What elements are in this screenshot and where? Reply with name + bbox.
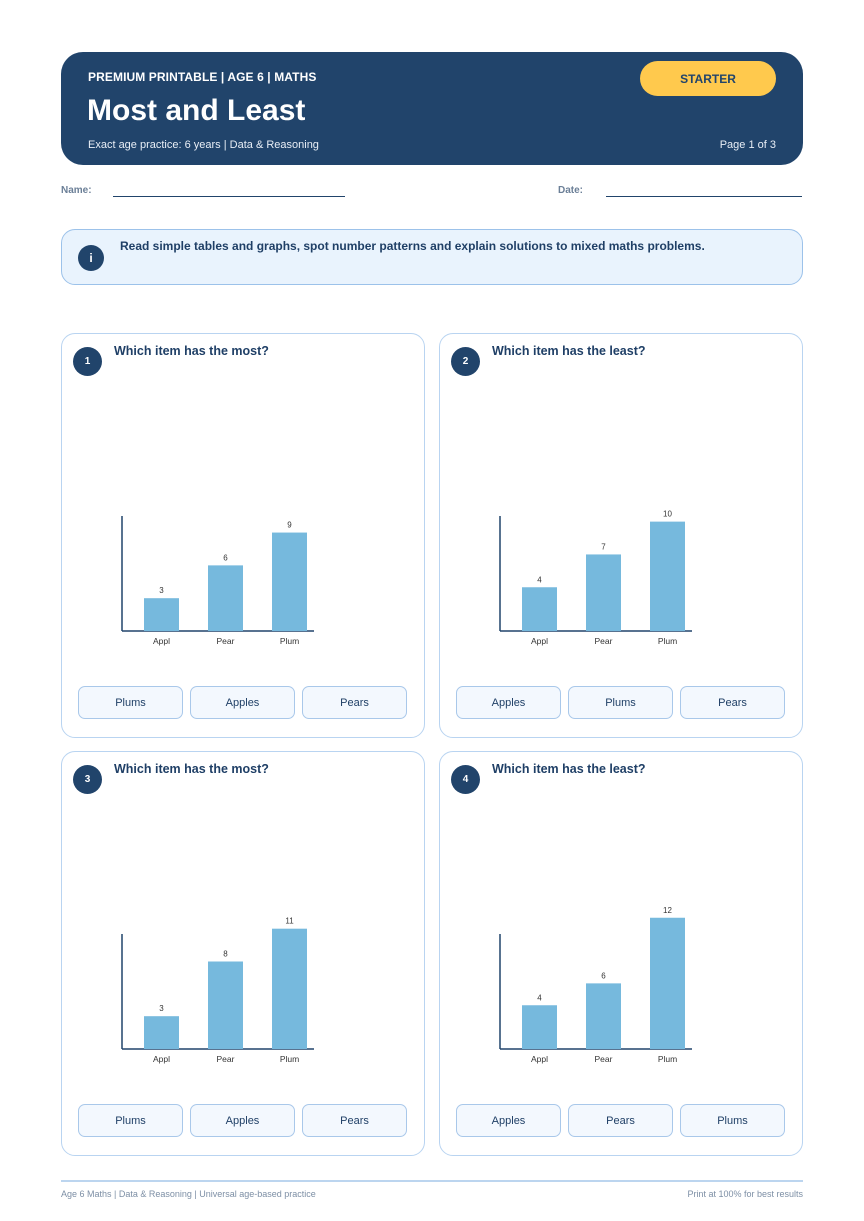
bar-chart: 4 Appl 6 Pear 12 Plum — [499, 906, 692, 1064]
answer-option[interactable]: Pears — [302, 686, 407, 719]
category-label: Plum — [280, 1054, 299, 1064]
name-label: Name: — [61, 185, 92, 196]
instructions-box: i Read simple tables and graphs, spot nu… — [61, 229, 803, 285]
footer-divider — [61, 1180, 803, 1182]
answer-option[interactable]: Plums — [680, 1104, 785, 1137]
question-number: 4 — [451, 765, 480, 794]
page-number: Page 1 of 3 — [719, 139, 776, 151]
question-prompt: Which item has the most? — [114, 344, 269, 358]
date-field-line[interactable] — [606, 196, 802, 197]
data-label: 7 — [601, 542, 606, 551]
header-subtitle: Exact age practice: 6 years | Data & Rea… — [88, 139, 319, 151]
bar — [650, 917, 685, 1049]
answer-option[interactable]: Apples — [190, 686, 295, 719]
data-label: 12 — [663, 906, 672, 915]
answer-option[interactable]: Plums — [568, 686, 673, 719]
question-number: 2 — [451, 347, 480, 376]
data-label: 8 — [223, 950, 228, 959]
answer-option[interactable]: Plums — [78, 686, 183, 719]
data-label: 9 — [287, 521, 292, 530]
question-prompt: Which item has the least? — [492, 344, 646, 358]
question-number: 3 — [73, 765, 102, 794]
bar — [522, 1005, 557, 1049]
category-label: Plum — [658, 636, 677, 646]
bar — [208, 565, 243, 631]
question-card-3: 3 Which item has the most? 3 Appl 8 Pear 11 P… — [61, 751, 425, 1156]
category-label: Pear — [217, 636, 235, 646]
data-label: 4 — [537, 993, 542, 1002]
instructions-text: Read simple tables and graphs, spot numb… — [120, 239, 705, 253]
bar — [272, 928, 307, 1049]
bar — [144, 598, 179, 631]
category-label: Plum — [280, 636, 299, 646]
category-label: Plum — [658, 1054, 677, 1064]
category-label: Pear — [217, 1054, 235, 1064]
answer-option[interactable]: Apples — [456, 1104, 561, 1137]
data-label: 4 — [537, 575, 542, 584]
answer-option[interactable]: Apples — [190, 1104, 295, 1137]
category-label: Appl — [153, 636, 170, 646]
question-prompt: Which item has the most? — [114, 762, 269, 776]
category-label: Pear — [595, 1054, 613, 1064]
question-prompt: Which item has the least? — [492, 762, 646, 776]
bar-chart: 4 Appl 7 Pear 10 Plum — [499, 510, 692, 646]
answer-option[interactable]: Apples — [456, 686, 561, 719]
bar-chart: 3 Appl 6 Pear 9 Plum — [121, 516, 314, 646]
data-label: 3 — [159, 1004, 164, 1013]
data-label: 3 — [159, 586, 164, 595]
footer-right-text: Print at 100% for best results — [687, 1189, 803, 1199]
question-number: 1 — [73, 347, 102, 376]
data-label: 11 — [285, 917, 294, 926]
category-label: Appl — [153, 1054, 170, 1064]
level-badge: STARTER — [640, 61, 776, 96]
data-label: 6 — [601, 971, 606, 980]
answer-option[interactable]: Pears — [568, 1104, 673, 1137]
header-kicker: PREMIUM PRINTABLE | AGE 6 | MATHS — [88, 70, 317, 84]
category-label: Appl — [531, 636, 548, 646]
category-label: Pear — [595, 636, 613, 646]
worksheet-header: PREMIUM PRINTABLE | AGE 6 | MATHS Most a… — [61, 52, 803, 165]
bar — [586, 983, 621, 1049]
bar — [208, 961, 243, 1049]
answer-option[interactable]: Plums — [78, 1104, 183, 1137]
footer-left-text: Age 6 Maths | Data & Reasoning | Univers… — [61, 1189, 316, 1199]
name-field-line[interactable] — [113, 196, 345, 197]
date-label: Date: — [558, 185, 584, 196]
bar-chart: 3 Appl 8 Pear 11 Plum — [121, 917, 314, 1064]
answer-option[interactable]: Pears — [302, 1104, 407, 1137]
bar — [522, 587, 557, 631]
category-label: Appl — [531, 1054, 548, 1064]
info-icon: i — [78, 245, 104, 271]
question-card-1: 1 Which item has the most? 3 Appl 6 Pear 9 Pl… — [61, 333, 425, 738]
data-label: 6 — [223, 553, 228, 562]
answer-option[interactable]: Pears — [680, 686, 785, 719]
bar — [144, 1016, 179, 1049]
bar — [586, 554, 621, 631]
bar — [272, 532, 307, 631]
question-card-2: 2 Which item has the least? 4 Appl 7 Pear 10… — [439, 333, 803, 738]
bar — [650, 521, 685, 631]
page-title: Most and Least — [87, 94, 306, 127]
data-label: 10 — [663, 510, 672, 519]
question-card-4: 4 Which item has the least? 4 Appl 6 Pear 12… — [439, 751, 803, 1156]
